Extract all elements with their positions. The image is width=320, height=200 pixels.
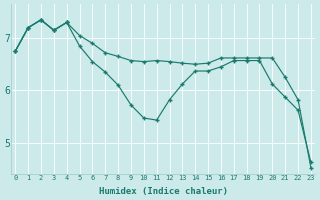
X-axis label: Humidex (Indice chaleur): Humidex (Indice chaleur) xyxy=(99,187,228,196)
